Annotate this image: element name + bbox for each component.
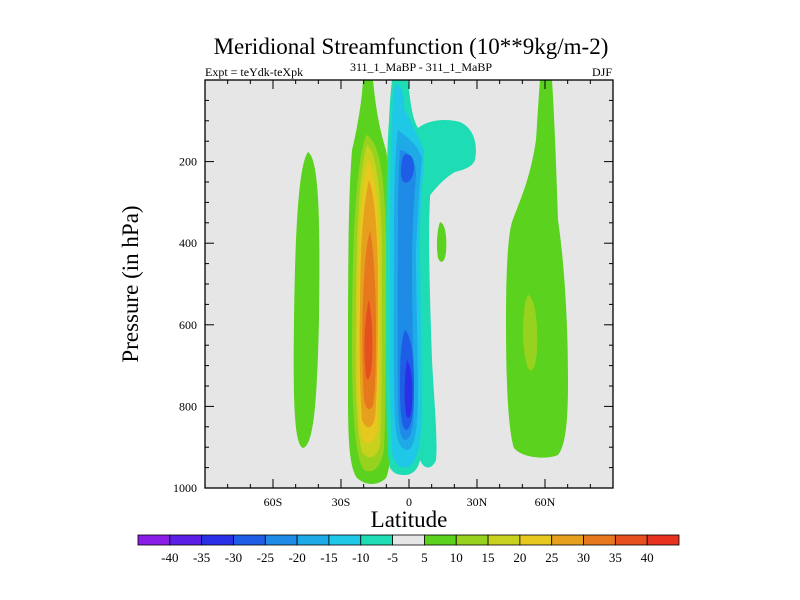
colorbar-swatch xyxy=(233,534,266,546)
colorbar-swatch xyxy=(551,534,584,546)
colorbar-label: 25 xyxy=(545,550,558,565)
colorbar-swatch xyxy=(487,534,521,546)
colorbar-label: 40 xyxy=(641,550,654,565)
y-tick-label: 800 xyxy=(179,399,197,413)
colorbar-label: 20 xyxy=(513,550,526,565)
y-tick-label: 1000 xyxy=(173,481,197,495)
nh-weak-positive-sliver xyxy=(436,222,447,262)
colorbar-swatch xyxy=(264,534,298,546)
colorbar-label: 35 xyxy=(609,550,622,565)
x-tick-label: 30S xyxy=(332,495,351,509)
colorbar-swatch xyxy=(201,534,234,546)
colorbar-swatch xyxy=(519,534,553,546)
colorbar-label: -10 xyxy=(352,550,369,565)
colorbar-swatch xyxy=(296,534,330,546)
colorbar-swatch xyxy=(646,534,680,546)
colorbar: -40 -35 -30 -25 -20 -15 -10 -5 5 10 15 20 25 30 35 40 xyxy=(137,534,680,565)
sh-positive-cell xyxy=(348,80,391,484)
x-tick-label: 0 xyxy=(406,495,412,509)
colorbar-label: -40 xyxy=(161,550,178,565)
colorbar-label: -35 xyxy=(193,550,210,565)
colorbar-label: -5 xyxy=(387,550,398,565)
colorbar-swatch xyxy=(137,534,171,546)
colorbar-swatch xyxy=(455,534,489,546)
nh-positive-cell xyxy=(506,80,568,458)
y-tick-label: 400 xyxy=(179,236,197,250)
axes: 60S 30S 0 30N 60N 200 400 600 800 1000 xyxy=(173,79,614,509)
colorbar-label: -25 xyxy=(257,550,274,565)
colorbar-swatch xyxy=(424,534,457,546)
colorbar-swatch xyxy=(360,534,393,546)
nh-cell-level-5 xyxy=(506,80,568,458)
colorbar-label: -30 xyxy=(225,550,242,565)
experiment-label: Expt = teYdk-teXpk xyxy=(205,65,303,79)
nh-cell-level-10 xyxy=(523,295,538,371)
y-tick-label: 200 xyxy=(179,155,197,169)
season-label: DJF xyxy=(592,65,612,79)
sh-cell-level-35 xyxy=(364,300,373,380)
trop-cell-level-m30 xyxy=(404,360,413,419)
experiment-comparison: 311_1_MaBP - 311_1_MaBP xyxy=(350,60,492,74)
colorbar-swatch xyxy=(583,534,616,546)
colorbar-swatch xyxy=(392,534,425,546)
colorbar-label: 15 xyxy=(482,550,495,565)
colorbar-label: 5 xyxy=(421,550,428,565)
sh-weak-positive-cell xyxy=(293,152,320,448)
colorbar-label: 30 xyxy=(577,550,590,565)
colorbar-swatch xyxy=(169,534,203,546)
x-tick-label: 30N xyxy=(467,495,488,509)
colorbar-swatch xyxy=(328,534,362,546)
trop-cell-level-m25a xyxy=(400,154,415,183)
chart-title: Meridional Streamfunction (10**9kg/m-2) xyxy=(214,34,609,59)
x-tick-label: 60S xyxy=(264,495,283,509)
colorbar-label: -15 xyxy=(320,550,337,565)
tropical-negative-cell xyxy=(386,80,440,475)
x-tick-label: 60N xyxy=(535,495,556,509)
colorbar-label: -20 xyxy=(288,550,305,565)
x-axis-label: Latitude xyxy=(371,507,448,532)
contour-fills xyxy=(293,80,568,484)
colorbar-label: 10 xyxy=(450,550,463,565)
y-axis-label: Pressure (in hPa) xyxy=(118,205,143,362)
colorbar-swatch xyxy=(614,534,648,546)
y-tick-label: 600 xyxy=(179,318,197,332)
